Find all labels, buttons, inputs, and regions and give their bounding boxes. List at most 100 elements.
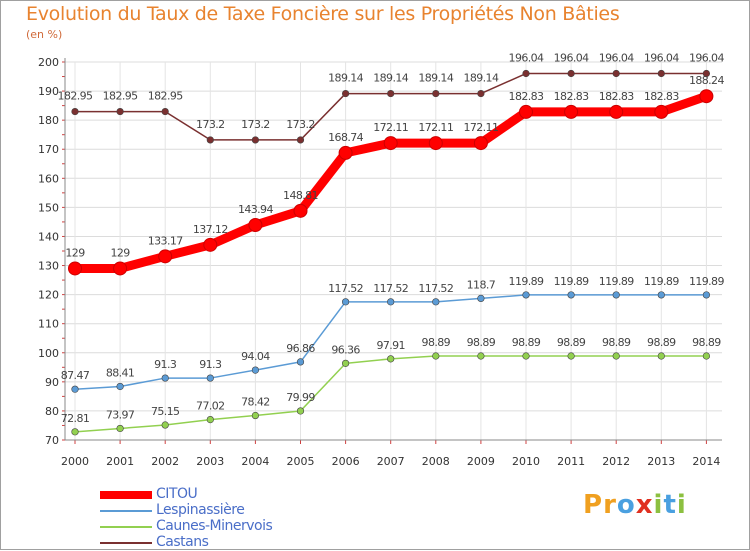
y-tick-label: 160 (38, 172, 59, 185)
data-label: 91.3 (199, 358, 222, 371)
y-tick-label: 170 (38, 143, 59, 156)
logo-letter: x (635, 490, 654, 520)
x-tick-label: 2000 (61, 455, 89, 468)
data-point (428, 136, 443, 151)
chart-title: Evolution du Taux de Taxe Foncière sur l… (26, 3, 620, 25)
x-tick-label: 2002 (151, 455, 179, 468)
axes: 7080901001101201301401501601701801902002… (38, 56, 722, 468)
data-point (387, 355, 395, 363)
data-point (68, 261, 82, 276)
data-label: 117.52 (373, 282, 408, 295)
data-point (296, 136, 305, 144)
data-label: 119.89 (689, 275, 724, 288)
data-point (522, 69, 530, 78)
x-tick-label: 2014 (692, 455, 720, 468)
data-point (657, 291, 665, 299)
data-label: 87.47 (61, 369, 90, 382)
data-point (248, 218, 263, 233)
logo-letter: i (653, 490, 664, 520)
data-point (296, 358, 305, 366)
data-point (342, 298, 350, 306)
logo-letter: i (676, 490, 687, 520)
x-tick-label: 2008 (422, 455, 450, 468)
data-label: 129 (65, 246, 85, 259)
data-label: 133.17 (148, 234, 183, 247)
data-point (203, 237, 218, 252)
data-point (519, 104, 533, 119)
legend-swatch (100, 491, 152, 499)
data-label: 98.89 (692, 336, 721, 349)
data-point (206, 415, 214, 424)
data-label: 182.83 (509, 90, 544, 103)
x-tick-label: 2012 (602, 455, 630, 468)
data-label: 119.89 (599, 275, 634, 288)
data-point (71, 428, 79, 436)
data-point (699, 89, 714, 104)
data-label: 72.81 (61, 412, 90, 425)
data-point (477, 294, 485, 302)
data-label: 97.91 (376, 339, 405, 352)
data-label: 182.95 (148, 90, 183, 103)
x-tick-label: 2006 (332, 455, 360, 468)
data-label: 182.95 (103, 90, 138, 103)
data-point (116, 424, 124, 433)
data-label: 189.14 (418, 72, 453, 85)
data-label: 117.52 (418, 282, 453, 295)
data-point (702, 69, 711, 78)
logo-letter: P (583, 490, 604, 520)
y-tick-label: 180 (38, 114, 59, 127)
data-point (432, 298, 440, 306)
data-label: 196.04 (644, 52, 679, 65)
data-point (432, 89, 440, 98)
data-label: 188.24 (689, 74, 724, 87)
y-tick-label: 70 (45, 434, 59, 447)
data-point (251, 136, 259, 144)
data-label: 172.11 (373, 121, 408, 134)
data-label: 119.89 (509, 275, 544, 288)
data-point (477, 89, 485, 98)
legend-label: Caunes-Minervois (156, 518, 273, 534)
legend-label: CITOU (156, 486, 198, 502)
x-tick-label: 2004 (241, 455, 269, 468)
chart-unit-label: (en %) (26, 28, 63, 41)
data-label: 196.04 (554, 52, 589, 65)
data-point (702, 291, 711, 299)
data-point (567, 291, 575, 299)
data-point (612, 69, 620, 78)
y-tick-label: 200 (38, 56, 59, 69)
data-label: 98.89 (422, 336, 451, 349)
data-label: 78.42 (241, 396, 270, 409)
data-point (296, 407, 305, 415)
data-label: 196.04 (599, 52, 634, 65)
data-point (612, 352, 620, 360)
data-point (387, 89, 395, 98)
data-label: 172.11 (463, 121, 498, 134)
data-point (71, 385, 79, 393)
data-point (158, 249, 173, 264)
data-label: 196.04 (509, 52, 544, 65)
data-label: 94.04 (241, 350, 270, 363)
x-tick-label: 2003 (196, 455, 224, 468)
x-tick-label: 2001 (106, 455, 134, 468)
data-point (161, 374, 169, 382)
legend-swatch (100, 526, 152, 528)
series (68, 69, 714, 436)
data-label: 196.04 (689, 52, 724, 65)
data-labels: 182.95 182.95 182.95 173.2 173.2 173.2 189.14 1… (58, 52, 725, 425)
data-point (657, 352, 665, 360)
data-point (567, 69, 575, 78)
data-point (113, 261, 128, 276)
data-label: 173.2 (241, 118, 270, 131)
data-label: 96.86 (286, 342, 315, 355)
data-point (702, 352, 711, 360)
data-point (293, 203, 308, 218)
y-tick-label: 130 (38, 260, 59, 273)
data-label: 189.14 (373, 72, 408, 85)
data-point (567, 352, 575, 360)
data-label: 148.81 (283, 189, 318, 202)
legend-swatch (100, 542, 152, 544)
data-point (654, 104, 669, 119)
data-label: 119.89 (554, 275, 589, 288)
data-point (477, 352, 485, 360)
